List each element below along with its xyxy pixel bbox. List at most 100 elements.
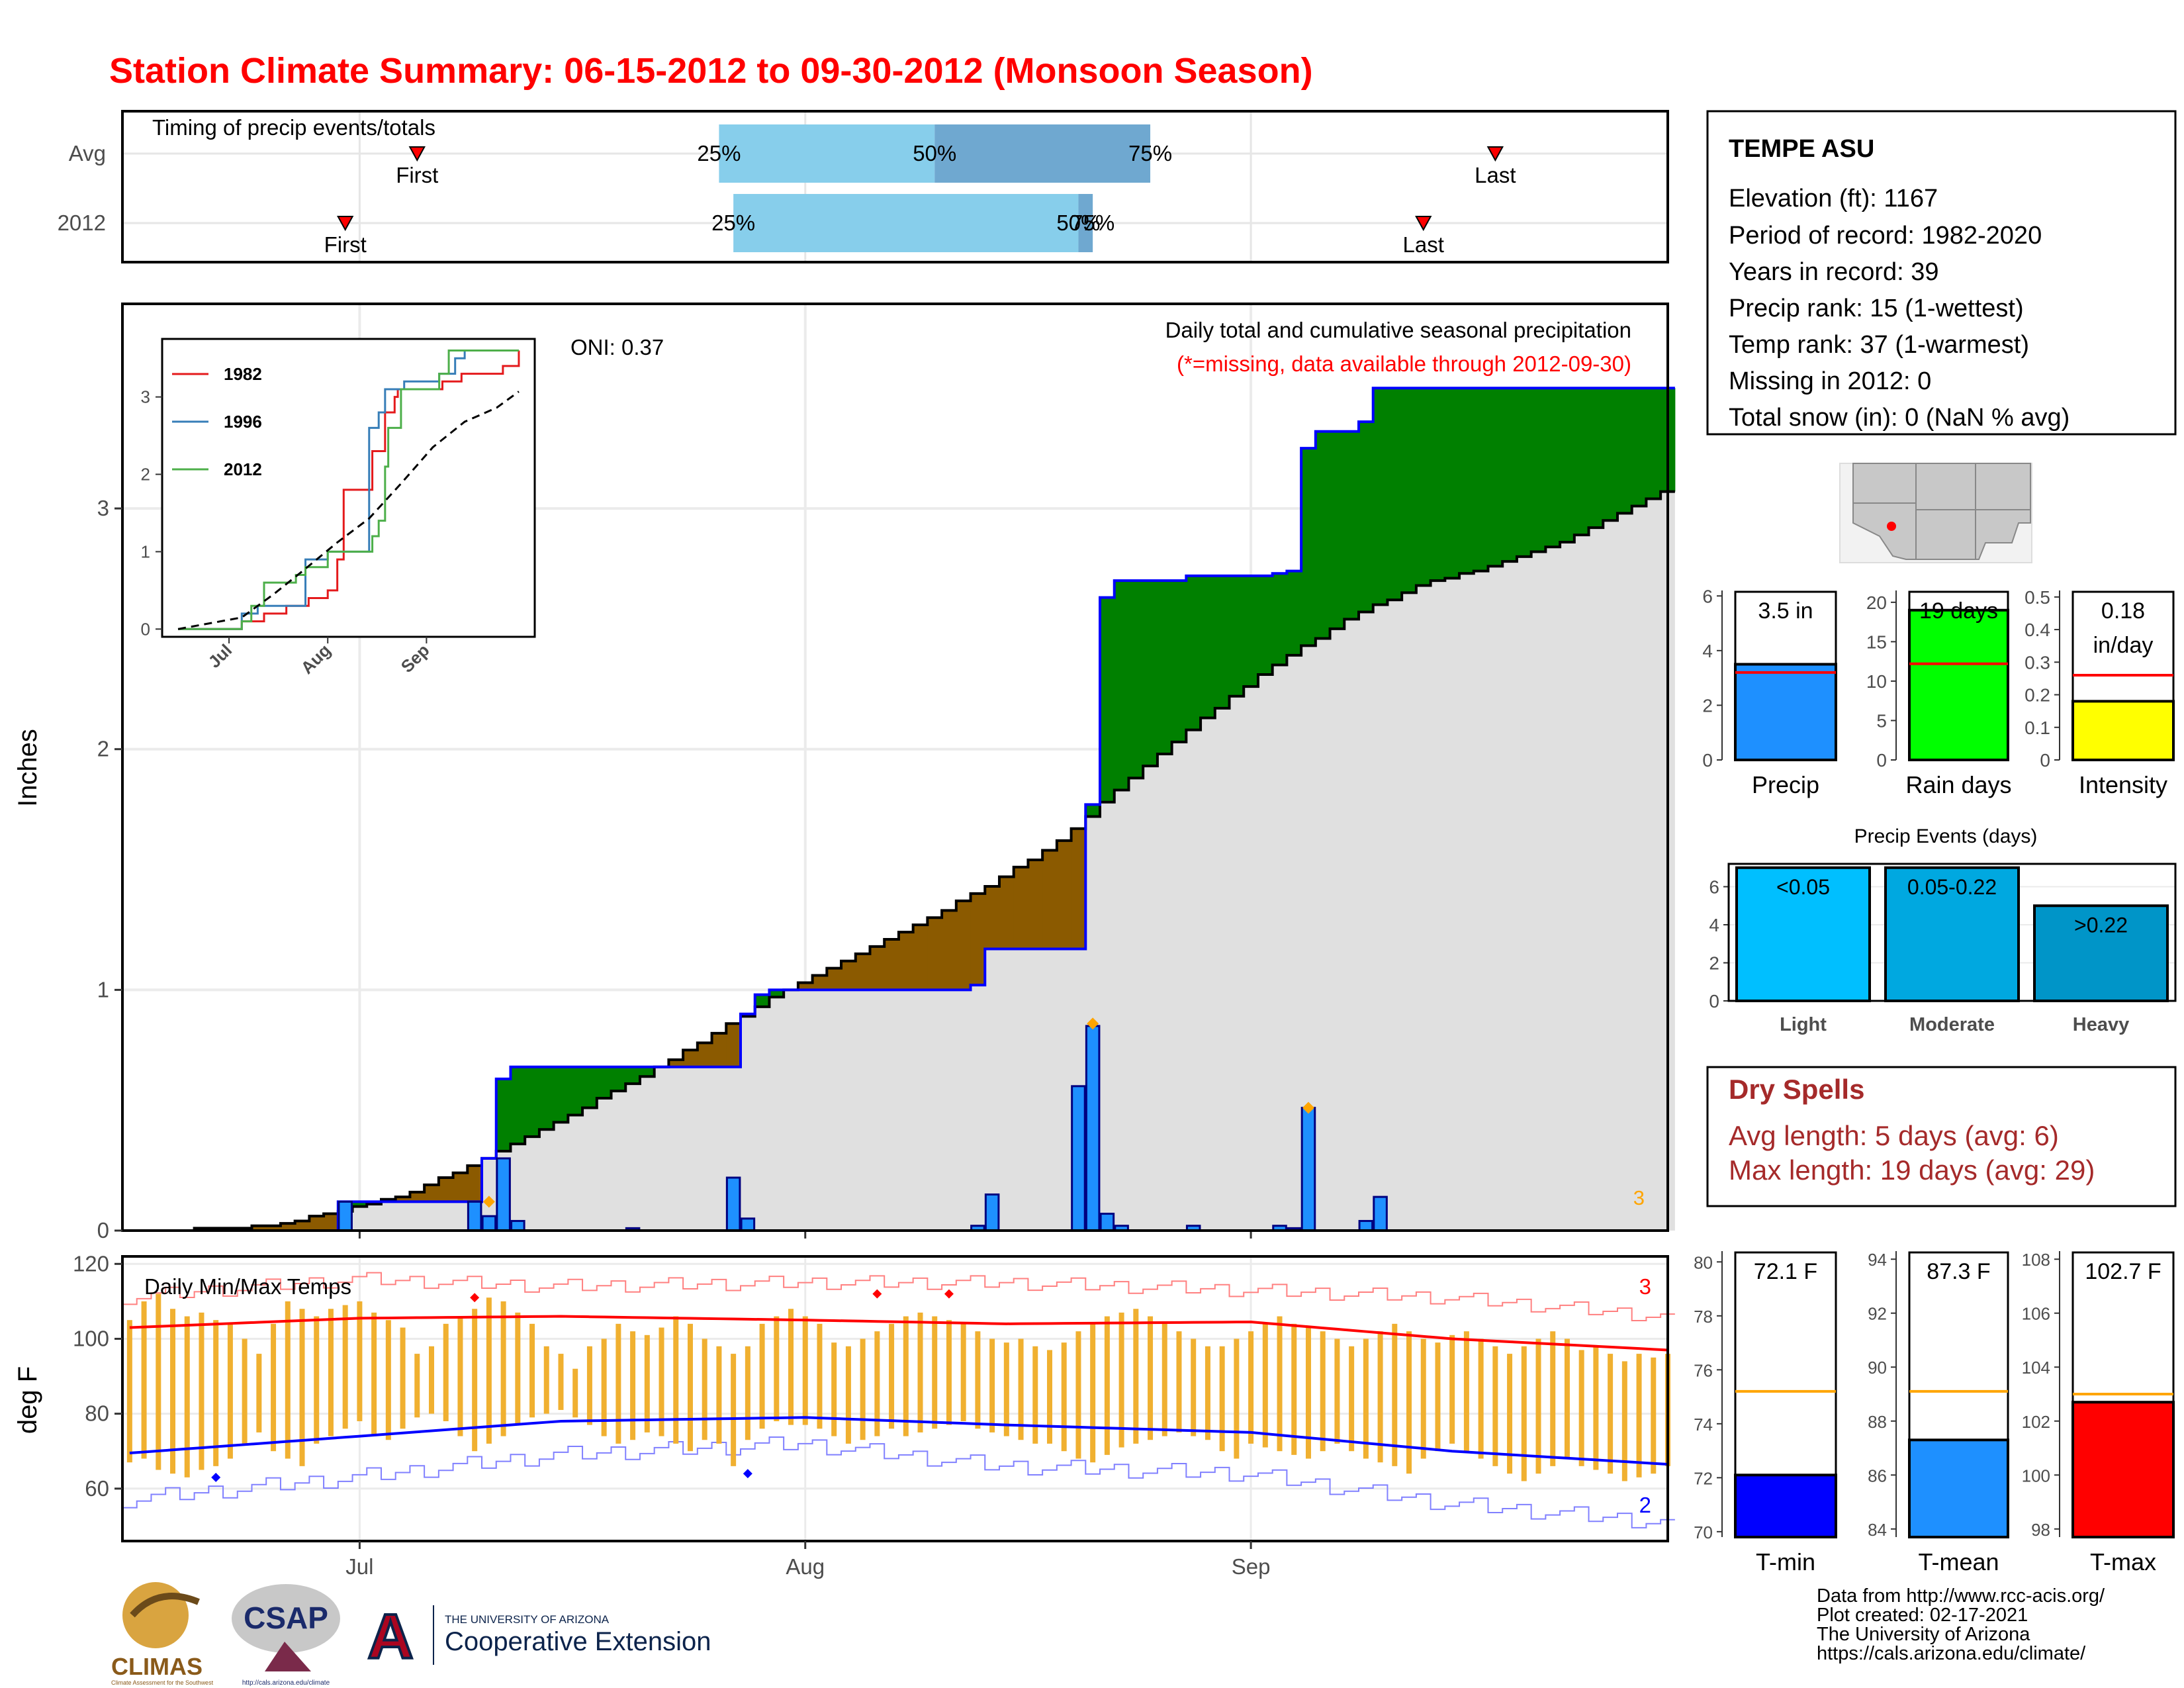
year-last-label: Last [1403, 232, 1444, 257]
daily-temp-range-bar [1205, 1346, 1210, 1440]
above-average-fill [553, 1066, 569, 1123]
dry-spells-title: Dry Spells [1729, 1074, 1864, 1105]
totals-rain-days-bar [1908, 608, 2009, 762]
daily-temp-range-bar [1018, 1338, 1024, 1440]
temp-xtick-label: Jul [345, 1554, 373, 1579]
totals-intensity-ytick-label: 0 [2040, 750, 2050, 771]
below-average-fill [913, 925, 928, 990]
totals-intensity-ytick-label: 0.2 [2025, 685, 2050, 706]
below-average-fill [870, 946, 885, 990]
daily-temp-range-bar [371, 1312, 377, 1436]
climas-logo-subtext: Climate Assessment for the Southwest [111, 1679, 214, 1686]
daily-temp-range-bar [414, 1354, 420, 1418]
timing-panel: Timing of precip events/totals Avg 2012 … [58, 110, 1669, 263]
csap-logo: CSAP http://cals.arizona.edu/climate [232, 1584, 340, 1687]
above-average-fill [1114, 581, 1129, 790]
footer-line-data-source: Data from http://www.rcc-acis.org/ [1817, 1585, 2105, 1607]
above-average-fill [1100, 597, 1115, 802]
below-average-fill [251, 1225, 267, 1231]
events-bar-label: 0.05-0.22 [1907, 875, 1997, 899]
above-average-fill [568, 1066, 583, 1115]
below-average-fill [1071, 828, 1086, 949]
station-line-missing: Missing in 2012: 0 [1729, 367, 1931, 395]
temp-summary-t-max-frame [2071, 1251, 2175, 1403]
temp-xtick-label: Aug [786, 1554, 825, 1579]
above-average-fill [1143, 581, 1158, 767]
station-line-years: Years in record: 39 [1729, 258, 1939, 286]
temp-summary-t-min: 70 72 74 76 78 80 72.1 F T-min [1694, 1251, 1837, 1575]
temperature-panel: 32 Daily Min/Max Temps deg F 6080100120 … [13, 1251, 1675, 1579]
daily-temp-range-bar [443, 1323, 449, 1421]
daily-temp-range-bar [1305, 1327, 1311, 1459]
totals-intensity-value-label: 0.18 [2101, 598, 2145, 624]
year-last-marker [1415, 216, 1432, 232]
below-average-fill [884, 939, 899, 990]
footer-text: Data from http://www.rcc-acis.org/ Plot … [1817, 1585, 2105, 1664]
ua-big-text: Cooperative Extension [445, 1627, 711, 1656]
temp-plot: 32 [122, 1272, 1675, 1528]
daily-temp-range-bar [1463, 1331, 1469, 1452]
inset-ytick-label: 1 [141, 541, 150, 561]
above-average-fill [1201, 575, 1216, 718]
daily-temp-range-bar [903, 1316, 909, 1436]
temp-summary-t-min-ytick-label: 78 [1694, 1307, 1713, 1327]
below-average-fill [266, 1225, 281, 1231]
daily-temp-range-bar [817, 1323, 823, 1429]
record-min-line [122, 1436, 1675, 1528]
totals-intensity-value-label: in/day [2093, 633, 2154, 658]
temp-summary-t-max-value-label: 102.7 F [2085, 1259, 2161, 1284]
events-bar-heavy [2033, 904, 2169, 1002]
temp-summary-t-max-ytick-label: 102 [2022, 1412, 2050, 1432]
avg-q50-q75-bar [934, 124, 1151, 183]
inset-legend: 1982 1996 2012 [172, 364, 262, 479]
below-average-fill [1042, 850, 1058, 949]
daily-temp-range-bar [1449, 1335, 1455, 1444]
inset-legend-label-2012: 2012 [224, 459, 262, 479]
totals-rain-days-ytick-label: 0 [1876, 750, 1887, 771]
daily-temp-range-bar [874, 1331, 880, 1436]
totals-intensity-frame [2071, 590, 2175, 702]
daily-temp-range-bar [170, 1309, 176, 1474]
record-high-marker [944, 1289, 954, 1299]
above-average-fill [1416, 388, 1432, 586]
below-average-fill [1056, 840, 1072, 949]
daily-temp-range-bar [845, 1346, 851, 1444]
events-plot-border [1727, 863, 2177, 1002]
below-average-fill [683, 1050, 698, 1067]
above-average-fill [1473, 388, 1488, 571]
below-average-fill [467, 1165, 482, 1202]
daily-temp-range-bar [1564, 1338, 1570, 1459]
daily-temp-range-bar [357, 1301, 363, 1421]
avg-last-label: Last [1475, 163, 1516, 187]
daily-temp-range-bar [831, 1342, 837, 1436]
above-average-fill [611, 1066, 626, 1092]
daily-temp-range-bar [1133, 1309, 1139, 1444]
above-average-fill [1430, 388, 1445, 581]
below-average-fill [711, 1033, 727, 1067]
daily-temp-range-bar [429, 1346, 434, 1414]
temp-summary-t-mean-ytick-label: 90 [1868, 1358, 1887, 1378]
precip-events-chart: Precip Events (days) 0 2 4 6 <0.05 Light 0.05-… [1709, 825, 2177, 1035]
footer-line-url: https://cals.arizona.edu/climate/ [1817, 1643, 2086, 1664]
temp-summary-t-mean-value-label: 87.3 F [1927, 1259, 1990, 1284]
below-average-fill [438, 1178, 454, 1202]
below-average-fill [1013, 867, 1028, 949]
totals-intensity-category-label: Intensity [2079, 771, 2167, 798]
temp-summary-t-mean-ytick-label: 94 [1868, 1250, 1887, 1270]
totals-precip-ytick-label: 2 [1702, 695, 1713, 716]
daily-temp-range-bar [788, 1309, 794, 1425]
daily-temp-range-bar [529, 1323, 535, 1418]
daily-temp-range-bar [256, 1354, 262, 1432]
totals-intensity-ytick-label: 0.3 [2025, 652, 2050, 673]
daily-temp-range-bar [1593, 1346, 1599, 1470]
below-average-fill [697, 1043, 713, 1067]
totals-rain-days-frame [1908, 590, 2009, 612]
daily-precip-bar [1358, 1219, 1374, 1232]
precip-plot [122, 387, 1676, 1232]
daily-temp-range-bar [1320, 1331, 1326, 1452]
locator-map [1839, 463, 2032, 563]
daily-temp-range-bar [1363, 1338, 1369, 1459]
footer-logos: CLIMAS Climate Assessment for the Southw… [111, 1582, 711, 1687]
totals-rain-days: 0 5 10 15 20 19 days Rain days [1866, 590, 2012, 798]
temp-summary-t-mean-ytick-label: 92 [1868, 1304, 1887, 1324]
